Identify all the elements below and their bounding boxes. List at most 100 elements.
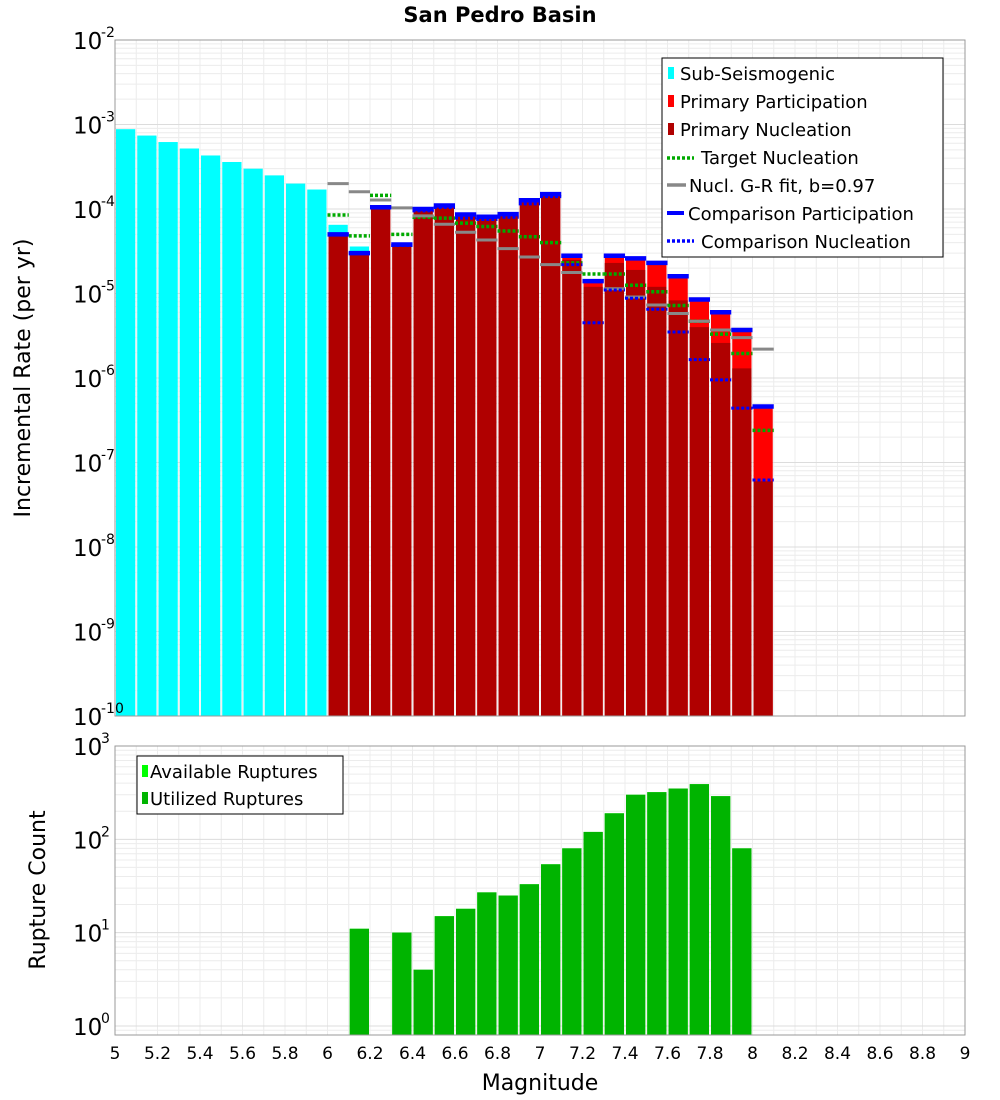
y-tick-exponent: 0 xyxy=(101,1011,110,1027)
top-plot-frame xyxy=(114,39,966,717)
legend-label-sub-seismogenic: Sub-Seismogenic xyxy=(680,64,835,85)
y-tick-label: 10 xyxy=(73,367,102,393)
utilized-ruptures-bar xyxy=(711,796,731,1035)
legend-swatch-primary-nucleation xyxy=(668,123,674,135)
legend-item-primary-nucleation: Primary Nucleation xyxy=(668,120,852,141)
top-y-axis-title: Incremental Rate (per yr) xyxy=(11,239,36,518)
legend-swatch-utilized-ruptures xyxy=(142,792,148,804)
utilized-ruptures-bar xyxy=(626,794,646,1035)
gr-fit-series xyxy=(327,182,774,351)
y-tick-exponent: -7 xyxy=(101,448,115,464)
utilized-ruptures-bar xyxy=(604,813,624,1035)
y-tick-label: 10 xyxy=(73,705,102,731)
utilized-ruptures-bar xyxy=(392,932,412,1035)
y-tick-label: 10 xyxy=(73,283,102,309)
utilized-ruptures-bar xyxy=(732,848,752,1035)
x-tick-label: 6.6 xyxy=(441,1044,468,1064)
primary-nucleation-bar xyxy=(456,214,476,716)
y-tick-label: 10 xyxy=(73,828,102,854)
legend-item-comparison-participation: Comparison Participation xyxy=(667,204,914,225)
x-tick-label: 8 xyxy=(747,1044,758,1064)
y-tick-exponent: 3 xyxy=(101,731,110,747)
primary-nucleation-bar xyxy=(626,269,646,716)
y-tick-exponent: -10 xyxy=(101,701,124,717)
y-tick-exponent: -5 xyxy=(101,279,115,295)
x-tick-label: 5.6 xyxy=(229,1044,256,1064)
x-tick-label: 6.2 xyxy=(356,1044,383,1064)
sub-seismogenic-bar xyxy=(201,155,221,716)
y-tick-label: 10 xyxy=(73,621,102,647)
sub-seismogenic-bar xyxy=(179,148,199,717)
top-legend-box xyxy=(661,57,944,258)
comparison-nucleation-series xyxy=(327,195,774,482)
primary-nucleation-bar xyxy=(371,207,391,716)
sub-seismogenic-bar xyxy=(158,142,178,716)
top-legend: Sub-Seismogenic Primary Participation Pr… xyxy=(661,57,944,258)
x-tick-label: 7.2 xyxy=(569,1044,596,1064)
y-tick-label: 10 xyxy=(73,536,102,562)
x-tick-label: 7.8 xyxy=(696,1044,723,1064)
utilized-ruptures-bar xyxy=(689,784,709,1035)
utilized-ruptures-bar xyxy=(477,892,497,1035)
y-tick-exponent: 1 xyxy=(101,918,110,934)
primary-nucleation-bar xyxy=(562,259,582,716)
legend-item-utilized-ruptures: Utilized Ruptures xyxy=(142,789,303,810)
legend-swatch-primary-participation xyxy=(668,95,674,107)
y-tick-label: 10 xyxy=(73,198,102,224)
y-tick-exponent: -9 xyxy=(101,617,115,633)
y-tick-label: 10 xyxy=(73,114,102,140)
y-tick-label: 10 xyxy=(73,1015,102,1041)
x-tick-label: 5.8 xyxy=(271,1044,298,1064)
primary-nucleation-bar xyxy=(604,262,624,716)
y-tick-label: 10 xyxy=(73,452,102,478)
x-tick-label: 5.4 xyxy=(186,1044,213,1064)
x-axis-title: Magnitude xyxy=(482,1071,599,1096)
legend-item-target-nucleation: Target Nucleation xyxy=(667,148,859,169)
sub-seismogenic-bar xyxy=(137,135,157,716)
primary-nucleation-bar xyxy=(583,286,603,716)
legend-item-comparison-nucleation: Comparison Nucleation xyxy=(667,232,911,253)
utilized-ruptures-bar xyxy=(456,908,476,1035)
x-tick-label: 6.8 xyxy=(484,1044,511,1064)
y-tick-exponent: 2 xyxy=(101,824,110,840)
primary-nucleation-bar xyxy=(689,327,709,716)
chart-title: San Pedro Basin xyxy=(403,3,596,27)
sub-seismogenic-bar xyxy=(222,161,242,716)
y-tick-label: 10 xyxy=(73,922,102,948)
x-tick-label: 8.6 xyxy=(866,1044,893,1064)
x-tick-label: 7 xyxy=(535,1044,546,1064)
bottom-plot-frame xyxy=(114,745,966,1036)
primary-nucleation-bar xyxy=(647,286,667,716)
primary-nucleation-bar xyxy=(392,245,412,717)
utilized-ruptures-bar xyxy=(498,895,518,1035)
utilized-ruptures-bar xyxy=(413,969,433,1035)
legend-swatch-available-ruptures xyxy=(142,765,148,777)
y-tick-exponent: -6 xyxy=(101,363,115,379)
primary-nucleation-bar xyxy=(753,481,773,716)
utilized-ruptures-series xyxy=(349,784,752,1035)
target-nucleation-series xyxy=(327,193,774,433)
bottom-legend: Available Ruptures Utilized Ruptures xyxy=(136,755,344,815)
x-tick-label: 8.8 xyxy=(909,1044,936,1064)
legend-label-comparison-participation: Comparison Participation xyxy=(688,204,914,225)
sub-seismogenic-bar xyxy=(243,168,263,717)
utilized-ruptures-bar xyxy=(647,792,667,1035)
y-tick-exponent: -2 xyxy=(101,25,115,41)
utilized-ruptures-bar xyxy=(668,788,688,1035)
legend-label-available-ruptures: Available Ruptures xyxy=(150,762,318,783)
utilized-ruptures-bar xyxy=(519,884,539,1035)
sub-seismogenic-bar xyxy=(307,189,327,716)
utilized-ruptures-bar xyxy=(541,864,561,1035)
x-tick-label: 8.4 xyxy=(824,1044,851,1064)
primary-nucleation-series xyxy=(328,194,773,717)
legend-label-target-nucleation: Target Nucleation xyxy=(700,148,859,169)
primary-nucleation-bar xyxy=(711,342,731,716)
y-tick-exponent: -4 xyxy=(101,194,115,210)
primary-nucleation-bar xyxy=(541,194,561,716)
primary-nucleation-bar xyxy=(413,209,433,716)
y-tick-label: 10 xyxy=(73,29,102,55)
legend-label-primary-nucleation: Primary Nucleation xyxy=(680,120,852,141)
